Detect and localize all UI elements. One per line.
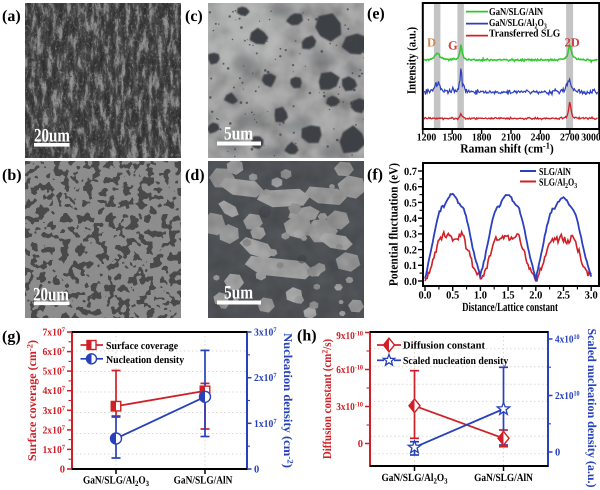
svg-text:7x107: 7x107	[42, 326, 65, 339]
svg-text:2x107: 2x107	[254, 372, 277, 385]
svg-text:Potential fluctuation (eV): Potential fluctuation (eV)	[387, 163, 401, 286]
svg-text:3.0: 3.0	[585, 290, 599, 302]
svg-text:GaN/SLG/AlN: GaN/SLG/AlN	[174, 475, 233, 487]
svg-text:1x107: 1x107	[42, 443, 65, 456]
svg-text:2x107: 2x107	[42, 424, 65, 437]
svg-text:3x107: 3x107	[42, 404, 65, 417]
svg-text:1500: 1500	[442, 133, 462, 144]
svg-text:Nucleation density: Nucleation density	[106, 355, 185, 366]
svg-text:6x107: 6x107	[42, 346, 65, 359]
svg-text:3x107: 3x107	[254, 326, 277, 339]
svg-text:0: 0	[60, 465, 65, 476]
svg-text:0.5: 0.5	[404, 197, 418, 209]
svg-text:2400: 2400	[531, 133, 551, 144]
svg-text:(a): (a)	[2, 8, 21, 25]
svg-text:2100: 2100	[501, 133, 521, 144]
svg-text:G: G	[448, 39, 458, 53]
svg-text:5um: 5um	[224, 124, 253, 145]
svg-text:2700: 2700	[560, 133, 580, 144]
svg-text:0.0: 0.0	[404, 276, 418, 288]
svg-text:2D: 2D	[565, 36, 580, 50]
svg-text:0: 0	[254, 465, 259, 476]
svg-text:1200: 1200	[417, 133, 437, 144]
svg-text:Intensity (a.u.): Intensity (a.u.)	[405, 27, 419, 94]
svg-text:Raman shift (cm-1): Raman shift (cm-1)	[460, 141, 554, 156]
svg-text:Diffusion constant (cm2/s): Diffusion constant (cm2/s)	[320, 339, 335, 459]
svg-text:Diffusion constant: Diffusion constant	[403, 341, 485, 352]
svg-text:0.0: 0.0	[418, 290, 432, 302]
svg-text:(b): (b)	[2, 167, 22, 184]
svg-text:1800: 1800	[472, 133, 492, 144]
svg-text:(e): (e)	[367, 6, 385, 23]
svg-text:0.1: 0.1	[404, 260, 417, 272]
svg-text:Scaled nucleation density: Scaled nucleation density	[403, 356, 509, 367]
svg-text:Surface coverage (cm-2): Surface coverage (cm-2)	[25, 340, 40, 461]
svg-text:0.2: 0.2	[404, 244, 418, 256]
svg-text:0: 0	[555, 448, 560, 459]
svg-text:(c): (c)	[185, 8, 203, 25]
svg-text:Transferred SLG: Transferred SLG	[489, 29, 560, 40]
svg-text:(h): (h)	[297, 328, 317, 345]
svg-text:1.5: 1.5	[502, 290, 516, 302]
svg-text:Surface coverage: Surface coverage	[106, 341, 178, 352]
svg-text:20um: 20um	[33, 285, 69, 306]
svg-text:(f): (f)	[367, 167, 383, 184]
svg-text:GaN/SLG/Al2O3: GaN/SLG/Al2O3	[83, 475, 149, 489]
svg-text:2.5: 2.5	[557, 290, 571, 302]
svg-text:3000: 3000	[581, 133, 600, 144]
svg-text:4x107: 4x107	[42, 385, 65, 398]
svg-text:2.0: 2.0	[529, 290, 543, 302]
svg-text:0.6: 0.6	[404, 182, 418, 194]
svg-text:1x107: 1x107	[254, 417, 277, 430]
svg-text:(d): (d)	[185, 167, 205, 184]
svg-text:Nucleation density (cm-2): Nucleation density (cm-2)	[281, 333, 296, 468]
svg-text:0.4: 0.4	[404, 213, 418, 225]
svg-text:0.5: 0.5	[446, 290, 460, 302]
svg-text:Scaled nucleation density (a.u: Scaled nucleation density (a.u.)	[585, 328, 599, 487]
svg-text:GaN/SLG/Al2O3: GaN/SLG/Al2O3	[381, 472, 447, 486]
svg-text:GaN/SLG/Al2O3: GaN/SLG/Al2O3	[489, 18, 547, 31]
svg-text:GaN/SLG/AlN: GaN/SLG/AlN	[489, 7, 543, 18]
svg-text:0.7: 0.7	[404, 166, 418, 178]
svg-text:20um: 20um	[34, 126, 70, 147]
svg-text:0: 0	[358, 439, 363, 450]
svg-text:SLG/Al2O3: SLG/Al2O3	[539, 177, 577, 190]
svg-text:1.0: 1.0	[474, 290, 488, 302]
svg-text:Distance/Lattice constant: Distance/Lattice constant	[462, 300, 558, 314]
svg-text:D: D	[427, 36, 436, 50]
svg-text:GaN/SLG/AlN: GaN/SLG/AlN	[474, 472, 533, 484]
svg-text:(g): (g)	[2, 329, 21, 346]
svg-text:5x107: 5x107	[42, 365, 65, 378]
svg-text:SLG/AlN: SLG/AlN	[539, 167, 571, 178]
svg-text:0.3: 0.3	[404, 229, 418, 241]
svg-text:5um: 5um	[224, 283, 253, 304]
